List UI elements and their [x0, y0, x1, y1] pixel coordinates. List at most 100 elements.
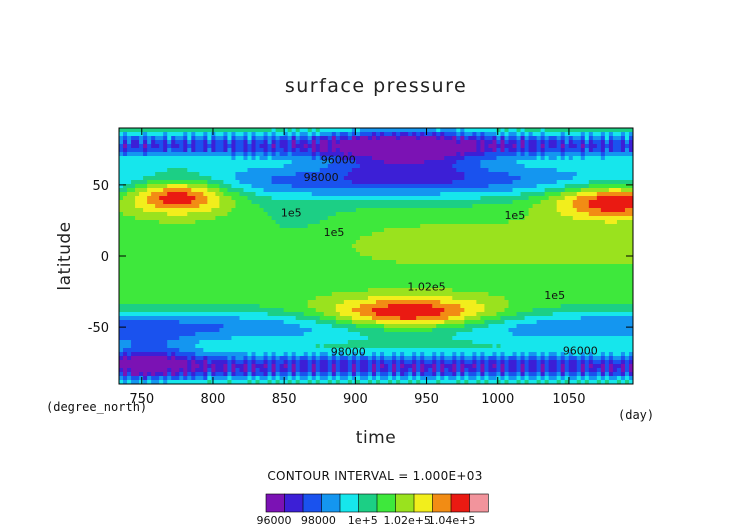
contour-cell [488, 372, 498, 377]
contour-cell [207, 200, 220, 205]
contour-cell [119, 336, 180, 341]
contour-cell [504, 136, 510, 141]
contour-cell [488, 364, 494, 369]
contour-cell [564, 132, 582, 137]
contour-cell [440, 128, 457, 133]
contour-cell [299, 140, 309, 145]
contour-cell [227, 368, 233, 373]
contour-cell [163, 136, 168, 141]
contour-cell [568, 368, 578, 373]
contour-cell [227, 148, 233, 153]
contour-cell [460, 304, 486, 309]
contour-cell [143, 140, 148, 145]
contour-cell [496, 368, 502, 373]
contour-cell [199, 364, 204, 369]
contour-cell [604, 132, 610, 137]
contour-cell [604, 372, 610, 377]
contour-cell [339, 352, 345, 357]
contour-cell [540, 356, 546, 361]
contour-cell [604, 140, 610, 145]
contour-cell [436, 380, 441, 384]
contour-cell [488, 380, 498, 384]
contour-cell [588, 200, 633, 205]
contour-cell [347, 340, 473, 345]
contour-cell [311, 140, 317, 145]
contour-cell [315, 152, 321, 157]
contour-cell [440, 376, 445, 381]
contour-cell [544, 128, 633, 133]
contour-cell [524, 316, 582, 321]
contour-cell [496, 136, 502, 141]
contour-cell [444, 372, 453, 377]
contour-cell [119, 292, 333, 297]
contour-cell [331, 160, 357, 165]
contour-cell [484, 320, 506, 325]
contour-cell [492, 136, 498, 141]
contour-cell [131, 356, 168, 361]
contour-cell [347, 172, 465, 177]
contour-cell [183, 132, 188, 137]
contour-cell [199, 340, 349, 345]
contour-cell [476, 356, 482, 361]
colorbar-swatch [302, 493, 323, 513]
contour-cell [371, 356, 377, 361]
contour-cell [524, 380, 530, 384]
contour-cell [207, 360, 212, 365]
contour-cell [251, 200, 514, 205]
contour-cell [628, 364, 633, 369]
contour-cell [512, 180, 558, 185]
contour-cell [440, 136, 445, 141]
contour-cell [355, 364, 361, 369]
contour-cell [556, 136, 562, 141]
contour-cell [235, 200, 253, 205]
contour-cell [484, 152, 518, 157]
contour-cell [359, 252, 633, 257]
contour-cell [351, 316, 373, 321]
contour-cell [319, 380, 329, 384]
contour-cell [584, 368, 590, 373]
contour-cell [155, 372, 164, 377]
contour-cell [580, 356, 586, 361]
contour-cell [568, 140, 574, 145]
contour-cell [271, 156, 313, 161]
contour-cell [359, 360, 369, 365]
contour-cell [600, 360, 606, 365]
contour-cell [556, 372, 562, 377]
contour-cell [548, 140, 558, 145]
contour-cell [480, 316, 502, 321]
contour-cell [279, 140, 289, 145]
contour-cell [187, 356, 192, 361]
contour-cell [167, 136, 172, 141]
contour-cell [227, 376, 233, 381]
contour-cell [127, 136, 132, 141]
contour-cell [243, 188, 265, 193]
contour-cell [263, 152, 269, 157]
contour-cell [207, 148, 212, 153]
contour-cell [592, 132, 602, 137]
contour-cell [191, 188, 208, 193]
contour-cell [484, 376, 490, 381]
contour-cell [267, 376, 273, 381]
contour-cell [271, 372, 277, 377]
contour-cell [416, 136, 421, 141]
contour-cell [147, 144, 152, 149]
contour-cell [628, 136, 633, 141]
contour-cell [247, 132, 253, 137]
contour-cell [359, 304, 389, 309]
contour-cell [207, 132, 212, 137]
contour-cell [608, 140, 614, 145]
contour-cell [400, 364, 405, 369]
contour-cell [588, 144, 598, 149]
contour-cell [396, 260, 633, 265]
contour-cell [500, 352, 506, 357]
contour-cell [484, 380, 490, 384]
contour-cell [335, 320, 353, 325]
contour-cell [247, 168, 321, 173]
contour-cell [472, 328, 510, 333]
contour-cell [380, 132, 385, 137]
contour-cell [548, 156, 558, 161]
contour-cell [520, 380, 526, 384]
contour-cell [243, 144, 249, 149]
contour-cell [376, 312, 441, 317]
contour-cell [271, 216, 329, 221]
